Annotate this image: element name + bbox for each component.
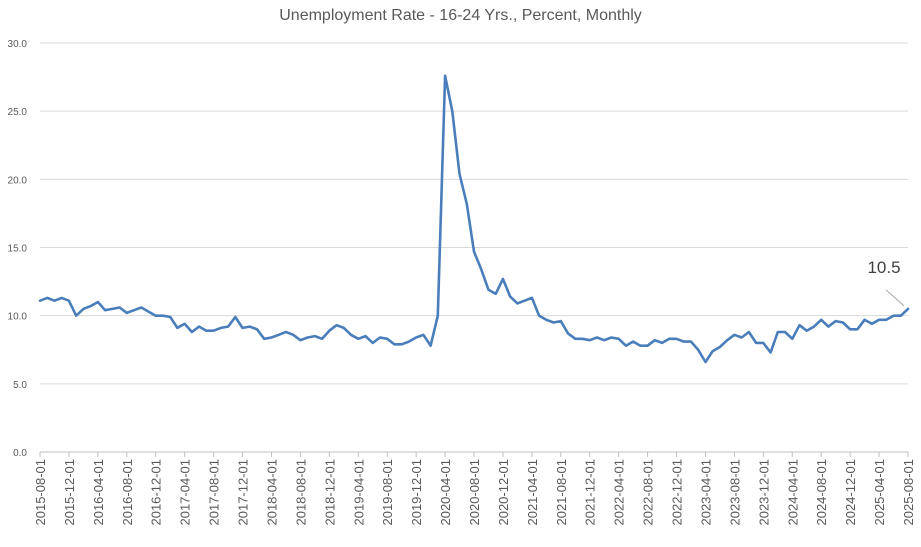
- x-tick-label: 2024-12-01: [843, 459, 858, 526]
- y-tick-label: 0.0: [13, 448, 27, 459]
- x-tick-label: 2025-08-01: [901, 459, 916, 526]
- x-tick-label: 2017-12-01: [236, 459, 251, 526]
- x-tick-label: 2017-04-01: [178, 459, 193, 526]
- y-tick-label: 20.0: [8, 175, 28, 186]
- x-tick-label: 2015-12-01: [62, 459, 77, 526]
- annotations: 10.5: [867, 258, 905, 307]
- x-tick-label: 2016-08-01: [120, 459, 135, 526]
- x-tick-label: 2019-04-01: [351, 459, 366, 526]
- x-tick-label: 2018-04-01: [264, 459, 279, 526]
- x-tick-label: 2018-08-01: [293, 459, 308, 526]
- x-tick-label: 2021-08-01: [554, 459, 569, 526]
- x-tick-label: 2022-12-01: [670, 459, 685, 526]
- x-tick-label: 2023-04-01: [698, 459, 713, 526]
- x-tick-label: 2020-04-01: [438, 459, 453, 526]
- chart-title: Unemployment Rate - 16-24 Yrs., Percent,…: [279, 7, 642, 24]
- x-tick-label: 2021-04-01: [525, 459, 540, 526]
- x-tick-label: 2015-08-01: [33, 459, 48, 526]
- x-tick-label: 2016-12-01: [149, 459, 164, 526]
- y-tick-labels: 0.0 5.0 10.0 15.0 20.0 25.0 30.0: [8, 39, 28, 459]
- last-value-label: 10.5: [867, 258, 900, 277]
- x-tick-label: 2018-12-01: [322, 459, 337, 526]
- x-tick-label: 2017-08-01: [207, 459, 222, 526]
- x-tick-label: 2020-08-01: [467, 459, 482, 526]
- x-tick-label: 2019-12-01: [409, 459, 424, 526]
- y-tick-label: 30.0: [8, 39, 28, 50]
- y-tick-label: 10.0: [8, 312, 28, 323]
- y-tick-label: 25.0: [8, 107, 28, 118]
- x-tick-label: 2019-08-01: [380, 459, 395, 526]
- x-tick-label: 2025-04-01: [872, 459, 887, 526]
- x-tick-label: 2023-12-01: [756, 459, 771, 526]
- x-tick-label: 2016-04-01: [91, 459, 106, 526]
- x-tick-label: 2020-12-01: [496, 459, 511, 525]
- x-tick-label: 2024-04-01: [785, 459, 800, 526]
- y-tick-label: 15.0: [8, 244, 28, 255]
- x-tick-label: 2022-04-01: [612, 459, 627, 526]
- x-tick-label: 2023-08-01: [727, 459, 742, 526]
- axes: [39, 451, 909, 457]
- callout-leader-line: [885, 289, 905, 307]
- y-tick-label: 5.0: [13, 380, 27, 391]
- series-line: [38, 74, 910, 364]
- x-tick-labels: 2015-08-01 2015-12-01 2016-04-01 2016-08-01…: [33, 459, 916, 526]
- x-tick-label: 2021-12-01: [583, 459, 598, 526]
- x-tick-label: 2024-08-01: [814, 459, 829, 526]
- x-tick-label: 2022-08-01: [641, 459, 656, 526]
- series: [38, 74, 910, 364]
